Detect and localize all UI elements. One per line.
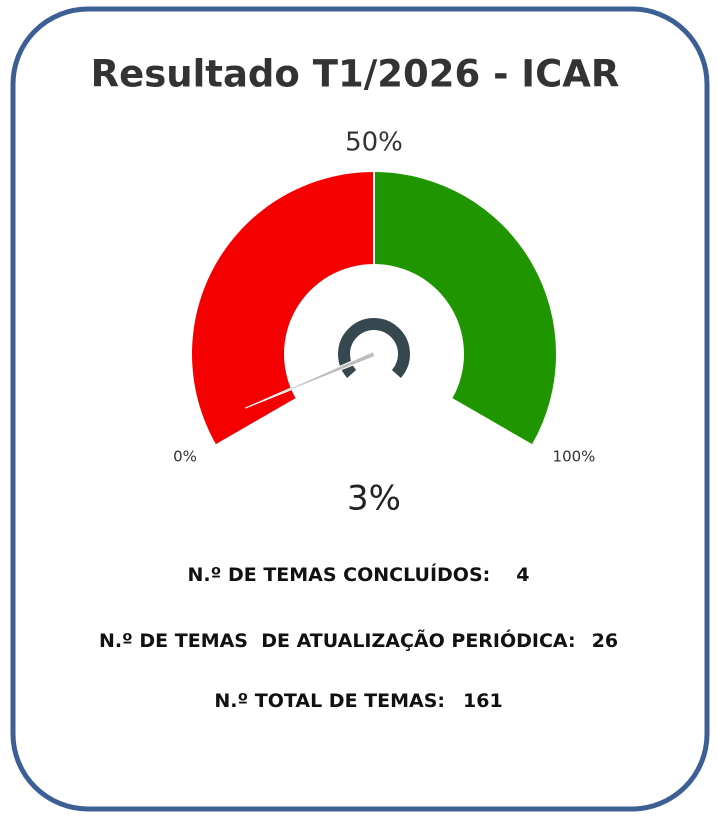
tick-label: 100% bbox=[553, 448, 596, 466]
tick-line bbox=[451, 398, 533, 446]
stat-row: N.º DE TEMAS DE ATUALIZAÇÃO PERIÓDICA: 26 bbox=[0, 630, 717, 652]
stat-row: N.º DE TEMAS CONCLUÍDOS: 4 bbox=[0, 564, 717, 586]
hub bbox=[338, 318, 410, 378]
stat-row: N.º TOTAL DE TEMAS: 161 bbox=[0, 690, 717, 712]
gauge-band bbox=[192, 172, 374, 445]
stat-label: N.º DE TEMAS DE ATUALIZAÇÃO PERIÓDICA: bbox=[98, 630, 576, 652]
gauge-band bbox=[374, 172, 557, 445]
stat-label: N.º TOTAL DE TEMAS: bbox=[214, 690, 445, 712]
tick-label: 0% bbox=[173, 448, 197, 466]
tick-line bbox=[215, 398, 297, 446]
stat-value: 161 bbox=[463, 690, 503, 712]
stat-value: 26 bbox=[591, 630, 619, 652]
needle bbox=[244, 351, 376, 409]
chart-title: Resultado T1/2026 - ICAR bbox=[91, 53, 620, 96]
value-label: 3% bbox=[347, 479, 401, 519]
stat-label: N.º DE TEMAS CONCLUÍDOS: bbox=[187, 564, 491, 586]
card-border bbox=[10, 6, 710, 812]
stat-value: 4 bbox=[516, 564, 530, 586]
tick-label: 50% bbox=[345, 128, 403, 158]
